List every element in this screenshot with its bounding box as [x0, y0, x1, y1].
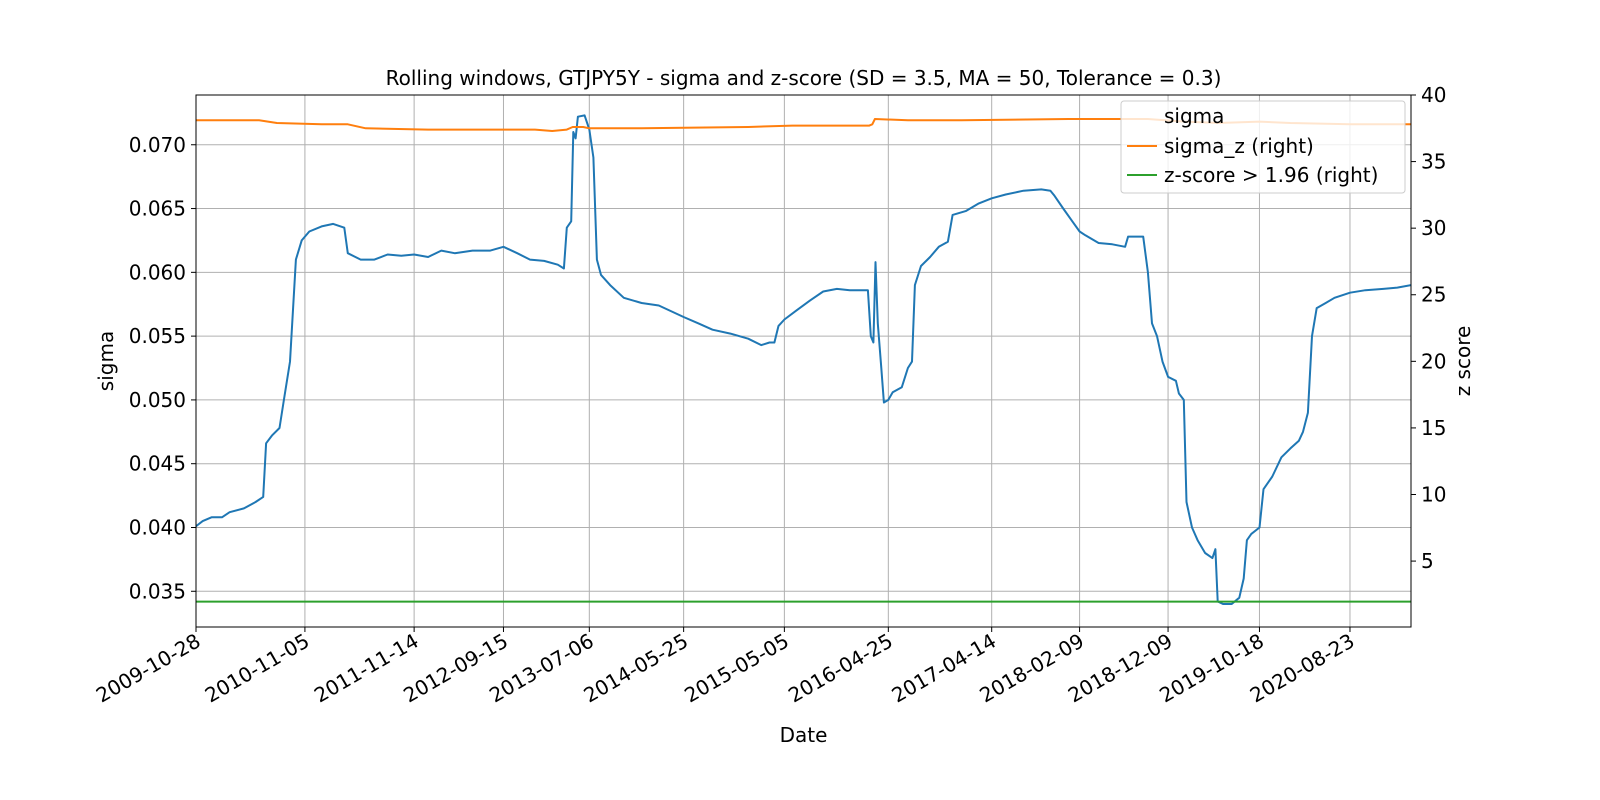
y-tick-label: 0.035: [129, 579, 186, 603]
y-tick-label: 0.060: [129, 260, 186, 284]
x-tick-label: 2016-04-25: [784, 629, 897, 708]
y-tick-label: 0.050: [129, 388, 186, 412]
y2-tick-label: 35: [1421, 150, 1446, 174]
legend-entry-label: z-score > 1.96 (right): [1164, 163, 1378, 187]
y2-tick-label: 5: [1421, 549, 1434, 573]
chart-title: Rolling windows, GTJPY5Y - sigma and z-s…: [386, 66, 1222, 90]
legend-entry-label: sigma_z (right): [1164, 134, 1314, 158]
y-tick-label: 0.045: [129, 452, 186, 476]
x-axis-ticks: 2009-10-282010-11-052011-11-142012-09-15…: [92, 627, 1358, 708]
y2-tick-label: 20: [1421, 349, 1446, 373]
x-tick-label: 2015-05-05: [680, 629, 793, 708]
y-tick-label: 0.070: [129, 133, 186, 157]
y-axis-title: sigma: [94, 331, 118, 391]
y2-tick-label: 15: [1421, 416, 1446, 440]
x-tick-label: 2010-11-05: [201, 629, 314, 708]
y-tick-label: 0.065: [129, 197, 186, 221]
legend: sigma sigma_z (right) z-score > 1.96 (rig…: [1120, 100, 1406, 194]
y2-axis-title: z score: [1451, 326, 1475, 397]
y2-tick-label: 25: [1421, 283, 1446, 307]
legend-entries: sigma_z (right) z-score > 1.96 (right): [1127, 134, 1378, 187]
y-axis-ticks: 0.035 0.040 0.045 0.050 0.055 0.060 0.065 0.070: [129, 133, 196, 603]
y2-tick-label: 40: [1421, 83, 1446, 107]
legend-title: sigma: [1164, 104, 1224, 128]
x-tick-label: 2009-10-28: [92, 629, 205, 708]
y-tick-label: 0.055: [129, 324, 186, 348]
x-axis-title: Date: [780, 723, 828, 747]
y2-axis-ticks: 5 10 15 20 25 30 35 40: [1411, 83, 1446, 573]
x-tick-label: 2014-05-25: [579, 629, 692, 708]
y2-tick-label: 30: [1421, 216, 1446, 240]
y-tick-label: 0.040: [129, 515, 186, 539]
y2-tick-label: 10: [1421, 482, 1446, 506]
legend-box: [1120, 100, 1406, 194]
